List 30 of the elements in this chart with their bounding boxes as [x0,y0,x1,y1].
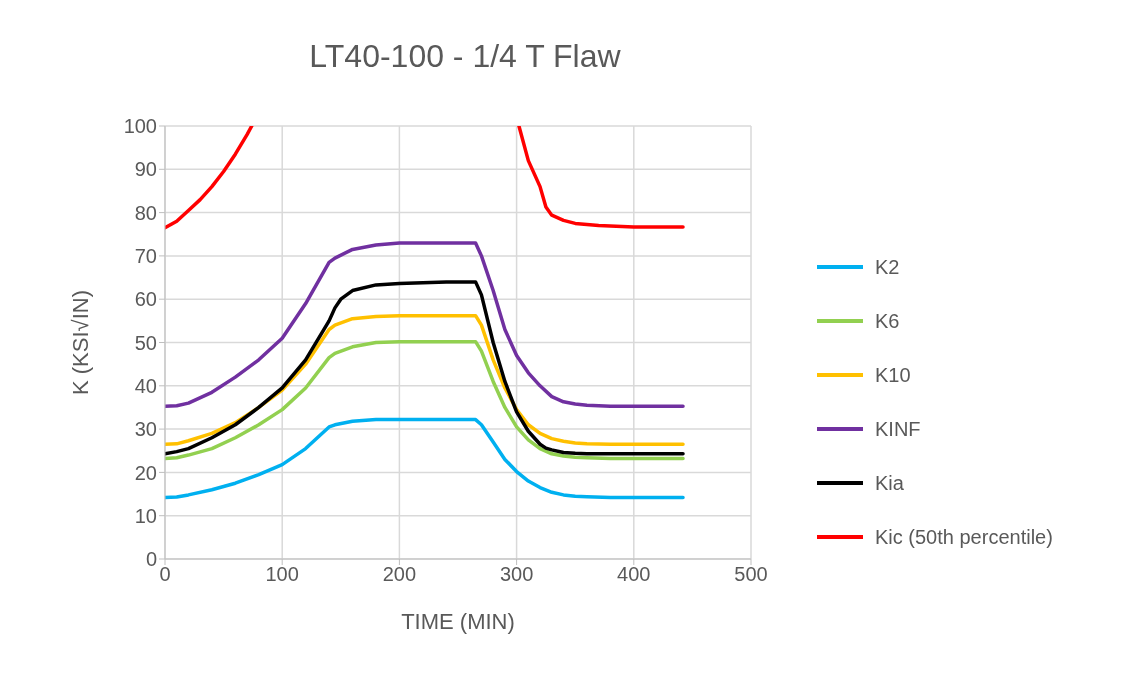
legend-label: K10 [875,363,911,387]
y-tick-label: 20 [134,461,157,484]
y-tick-label: 80 [134,201,157,224]
x-tick-label: 100 [265,563,299,586]
legend-label: Kia [875,471,904,495]
legend-label: K2 [875,255,900,279]
y-tick-label: 30 [134,418,157,441]
y-tick-label: 90 [134,158,157,181]
y-tick-label: 100 [123,115,157,138]
y-tick-label: 0 [145,548,157,571]
line-series [165,417,685,500]
x-tick-label: 500 [734,563,768,586]
y-tick-label: 60 [134,288,157,311]
x-tick-label: 300 [499,563,534,586]
legend-label: KINF [875,417,921,441]
x-axis-title: TIME (MIN) [401,609,515,634]
legend-label: Kic (50th percentile) [875,525,1053,549]
y-tick-label: 50 [134,331,157,354]
chart-title: LT40-100 - 1/4 T Flaw [308,38,622,75]
legend-label: K6 [875,309,900,333]
y-axis-title: K (KSI√IN) [67,290,93,395]
y-tick-label: 10 [134,504,157,527]
x-tick-label: 400 [617,563,651,586]
y-tick-label: 40 [134,374,157,397]
x-tick-label: 0 [159,563,171,586]
line-series [165,241,685,408]
y-tick-label: 70 [134,245,157,267]
line-series [165,339,685,461]
x-tick-label: 200 [382,563,417,586]
line-series [165,280,685,456]
